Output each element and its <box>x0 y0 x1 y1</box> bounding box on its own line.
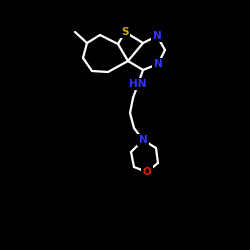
Text: S: S <box>121 27 129 37</box>
Text: O: O <box>142 167 152 177</box>
Text: N: N <box>138 135 147 145</box>
Text: N: N <box>154 59 162 69</box>
Text: HN: HN <box>129 79 147 89</box>
Text: N: N <box>152 31 162 41</box>
